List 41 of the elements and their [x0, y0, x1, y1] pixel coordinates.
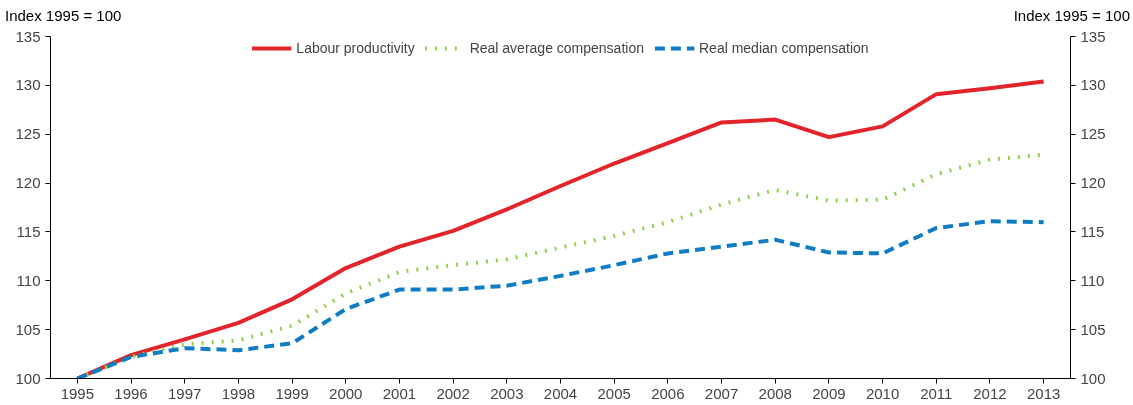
y2-tick-label: 135 [1080, 27, 1106, 45]
x-tick-label: 2005 [597, 384, 631, 402]
y-tick-label: 125 [15, 125, 41, 143]
y2-tick-label: 110 [1080, 272, 1105, 290]
line-series [75, 219, 1046, 379]
y-tick-label: 120 [15, 174, 41, 192]
x-tick-label: 1999 [275, 384, 309, 402]
y2-tick-label: 100 [1080, 369, 1106, 387]
y-tick-label: 110 [16, 272, 41, 290]
x-tick-label: 2009 [812, 384, 846, 402]
x-tick-label: 2010 [865, 384, 900, 402]
x-tick-label: 2002 [436, 384, 470, 402]
x-tick-label: 1995 [60, 384, 95, 402]
y-axis-title: Index 1995 = 100 [5, 6, 122, 26]
y2-tick-label: 115 [1080, 223, 1105, 241]
x-tick-label: 2001 [382, 384, 417, 402]
legend-label: Real median compensation [698, 40, 869, 57]
x-tick-label: 2007 [704, 384, 739, 402]
x-tick-label: 1998 [221, 384, 256, 402]
y2-tick-label: 120 [1080, 174, 1106, 192]
y2-axis-title: Index 1995 = 100 [1013, 6, 1130, 26]
x-tick-label: 2013 [1026, 384, 1061, 402]
y2-tick-label: 105 [1080, 321, 1106, 339]
y-tick-label: 130 [15, 76, 41, 94]
y-tick-label: 135 [15, 27, 41, 45]
y2-tick-label: 125 [1080, 125, 1106, 143]
x-tick-label: 2011 [920, 384, 953, 402]
x-tick-label: 1997 [168, 384, 202, 402]
y2-tick-label: 130 [1080, 76, 1106, 94]
x-tick-label: 2008 [758, 384, 792, 402]
y-tick-label: 115 [16, 223, 41, 241]
x-tick-label: 2006 [651, 384, 685, 402]
legend-label: Labour productivity [296, 40, 415, 57]
x-tick-label: 2003 [490, 384, 524, 402]
y-tick-label: 105 [15, 321, 41, 339]
x-tick-label: 1996 [114, 384, 148, 402]
x-tick-label: 2012 [973, 384, 1007, 402]
y-tick-label: 100 [15, 369, 41, 387]
x-tick-label: 2004 [543, 384, 578, 402]
x-tick-label: 2000 [329, 384, 363, 402]
legend-label: Real average compensation [469, 40, 644, 57]
